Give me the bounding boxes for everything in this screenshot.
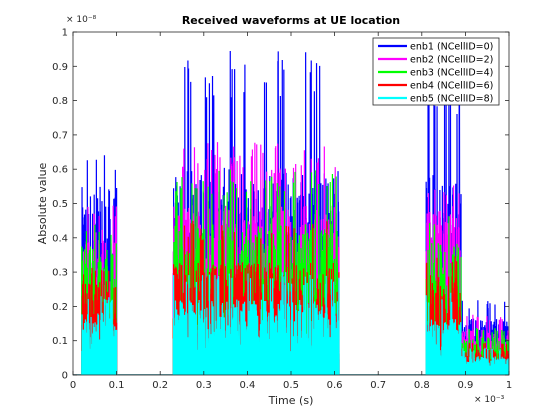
- series-line-enb5: [73, 272, 509, 375]
- y-tick-label: 0.5: [52, 199, 68, 210]
- x-tick-label: 0.3: [196, 380, 212, 391]
- y-tick-label: 0: [62, 371, 68, 382]
- x-axis-multiplier: × 10⁻³: [474, 395, 505, 405]
- legend-label-enb2: enb2 (NCellID=2): [410, 55, 493, 66]
- axes: 0 0.1 0.2 0.3 0.4 0.5 0.6 0.7 0.8 0.9 1 0 0.1 0.2 0.3 0…: [52, 28, 512, 392]
- x-tick-label: 0.1: [109, 380, 125, 391]
- legend-label-enb1: enb1 (NCellID=0): [410, 42, 493, 53]
- y-tick-label: 0.3: [52, 268, 68, 279]
- y-axis-label: Absolute value: [36, 162, 49, 244]
- x-tick-label: 0.5: [283, 380, 299, 391]
- y-tick-label: 0.4: [52, 233, 68, 244]
- y-tick-label: 0.6: [52, 165, 68, 176]
- x-tick-label: 0.8: [414, 380, 430, 391]
- y-tick-label: 1: [62, 28, 68, 39]
- y-tick-label: 0.8: [52, 96, 68, 107]
- x-tick-label: 0.9: [457, 380, 473, 391]
- y-tick-label: 0.7: [52, 130, 68, 141]
- x-tick-label: 0.2: [152, 380, 168, 391]
- x-tick-label: 1: [506, 380, 512, 391]
- y-tick-label: 0.2: [52, 302, 68, 313]
- x-tick-label: 0.4: [239, 380, 255, 391]
- legend-label-enb3: enb3 (NCellID=4): [410, 68, 493, 79]
- x-axis-label: Time (s): [268, 394, 314, 407]
- y-tick-label: 0.9: [52, 62, 68, 73]
- x-tick-label: 0.7: [370, 380, 386, 391]
- chart-title: Received waveforms at UE location: [182, 14, 400, 27]
- series-group: [73, 51, 509, 375]
- x-tick-label: 0: [70, 380, 76, 391]
- y-axis-multiplier: × 10⁻⁸: [66, 15, 97, 25]
- x-tick-label: 0.6: [327, 380, 343, 391]
- legend-label-enb4: enb4 (NCellID=6): [410, 81, 493, 92]
- legend: enb1 (NCellID=0) enb2 (NCellID=2) enb3 (NC…: [372, 37, 500, 106]
- y-tick-label: 0.1: [52, 336, 68, 347]
- legend-label-enb5: enb5 (NCellID=8): [410, 94, 493, 105]
